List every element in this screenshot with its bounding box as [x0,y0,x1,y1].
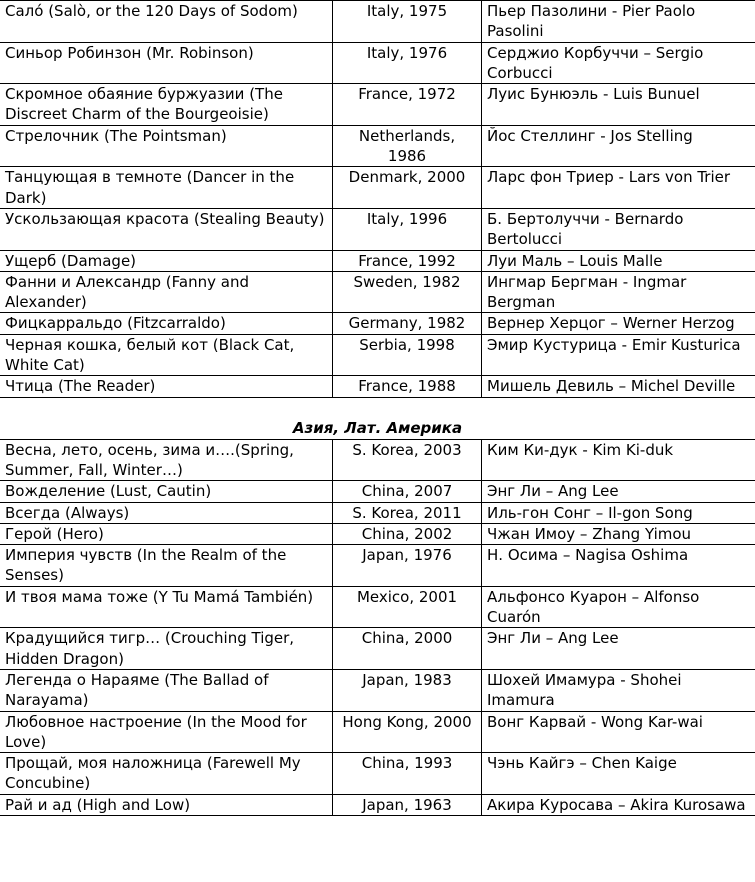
director-cell: Вонг Карвай - Wong Kar-wai [481,710,755,754]
table-row: Ускользающая красота (Stealing Beauty) It… [0,207,755,251]
table-row: Ущерб (Damage) France, 1992 Луи Маль – Lou… [0,249,755,272]
country-year-cell: Germany, 1982 [332,312,482,335]
director-cell: Ким Ки-дук - Kim Ki-duk [481,438,755,482]
country-year-cell: France, 1972 [332,83,482,126]
film-title-cell: Синьор Робинзон (Mr. Robinson) [0,41,333,85]
film-title-cell: Рай и ад (High and Low) [0,793,333,816]
europe-section: Салó (Salò, or the 120 Days of Sodom) Ita… [0,0,755,398]
table-row: Империя чувств (In the Realm of the Sens… [0,544,755,587]
table-row: Вожделение (Lust, Cautin) China, 2007 Энг … [0,480,755,503]
director-cell: Иль-гон Сонг – Il-gon Song [481,501,755,524]
film-title-cell: Империя чувств (In the Realm of the Sens… [0,544,333,587]
country-year-cell: Sweden, 1982 [332,270,482,314]
table-row: Чтица (The Reader) France, 1988 Мишель Дев… [0,375,755,398]
director-cell: Б. Бертолуччи - Bernardo Bertolucci [481,207,755,251]
director-cell: Пьер Пазолини - Pier Paolo Pasolini [481,0,755,43]
country-year-cell: Denmark, 2000 [332,166,482,209]
table-row: Герой (Hero) China, 2002 Чжан Имоу – Zhang… [0,522,755,546]
country-year-cell: Mexico, 2001 [332,585,482,629]
director-cell: Н. Осима – Nagisa Oshima [481,544,755,587]
film-title-cell: Фанни и Александр (Fanny and Alexander) [0,270,333,314]
film-title-cell: И твоя мама тоже (Y Tu Mamá También) [0,585,333,629]
film-title-cell: Черная кошка, белый кот (Black Cat, Whit… [0,333,333,377]
film-title-cell: Крадущийся тигр… (Crouching Tiger, Hidde… [0,627,333,670]
film-table: Салó (Salò, or the 120 Days of Sodom) Ita… [0,0,755,816]
film-title-cell: Стрелочник (The Pointsman) [0,124,333,168]
director-cell: Альфонсо Куарон – Alfonso Cuarón [481,585,755,629]
director-cell: Эмир Кустурица - Emir Kusturica [481,333,755,377]
director-cell: Чжан Имоу – Zhang Yimou [481,522,755,546]
film-title-cell: Фицкарральдо (Fitzcarraldo) [0,312,333,335]
film-title-cell: Прощай, моя наложница (Farewell My Concu… [0,752,333,795]
country-year-cell: Serbia, 1998 [332,333,482,377]
section-heading: Азия, Лат. Америка [0,396,755,440]
film-title-cell: Любовное настроение (In the Mood for Lov… [0,710,333,754]
country-year-cell: Italy, 1975 [332,0,482,43]
country-year-cell: Hong Kong, 2000 [332,710,482,754]
table-row: Весна, лето, осень, зима и….(Spring, Sum… [0,438,755,482]
director-cell: Йос Стеллинг - Jos Stelling [481,124,755,168]
country-year-cell: Japan, 1983 [332,668,482,712]
table-row: Любовное настроение (In the Mood for Lov… [0,710,755,754]
film-title-cell: Герой (Hero) [0,522,333,546]
country-year-cell: France, 1992 [332,249,482,272]
country-year-cell: China, 2000 [332,627,482,670]
film-title-cell: Весна, лето, осень, зима и….(Spring, Sum… [0,438,333,482]
country-year-cell: Japan, 1976 [332,544,482,587]
country-year-cell: Netherlands, 1986 [332,124,482,168]
table-row: Скромное обаяние буржуазии (The Discreet… [0,83,755,126]
table-row: Черная кошка, белый кот (Black Cat, Whit… [0,333,755,377]
asia-heading-section: Азия, Лат. Америка [0,396,755,440]
film-title-cell: Вожделение (Lust, Cautin) [0,480,333,503]
director-cell: Чэнь Кайгэ – Chen Kaige [481,752,755,795]
director-cell: Ларс фон Триер - Lars von Trier [481,166,755,209]
film-title-cell: Легенда о Нараяме (The Ballad of Narayam… [0,668,333,712]
country-year-cell: France, 1988 [332,375,482,398]
table-row: Танцующая в темноте (Dancer in the Dark)… [0,166,755,209]
director-cell: Мишель Девиль – Michel Deville [481,375,755,398]
table-row: Всегда (Always) S. Korea, 2011 Иль-гон Сон… [0,501,755,524]
country-year-cell: China, 1993 [332,752,482,795]
table-row: И твоя мама тоже (Y Tu Mamá También) Mexi… [0,585,755,629]
film-title-cell: Ускользающая красота (Stealing Beauty) [0,207,333,251]
country-year-cell: Italy, 1976 [332,41,482,85]
table-row: Крадущийся тигр… (Crouching Tiger, Hidde… [0,627,755,670]
director-cell: Энг Ли – Ang Lee [481,480,755,503]
table-row: Рай и ад (High and Low) Japan, 1963 Акира … [0,793,755,816]
table-row: Прощай, моя наложница (Farewell My Concu… [0,752,755,795]
director-cell: Луис Бунюэль - Luis Bunuel [481,83,755,126]
country-year-cell: China, 2007 [332,480,482,503]
director-cell: Энг Ли – Ang Lee [481,627,755,670]
table-row: Салó (Salò, or the 120 Days of Sodom) Ita… [0,0,755,43]
country-year-cell: S. Korea, 2003 [332,438,482,482]
film-title-cell: Салó (Salò, or the 120 Days of Sodom) [0,0,333,43]
film-title-cell: Чтица (The Reader) [0,375,333,398]
table-row: Легенда о Нараяме (The Ballad of Narayam… [0,668,755,712]
table-row: Синьор Робинзон (Mr. Robinson) Italy, 197… [0,41,755,85]
country-year-cell: S. Korea, 2011 [332,501,482,524]
director-cell: Ингмар Бергман - Ingmar Bergman [481,270,755,314]
director-cell: Луи Маль – Louis Malle [481,249,755,272]
table-row: Фицкарральдо (Fitzcarraldo) Germany, 1982… [0,312,755,335]
director-cell: Шохей Имамура - Shohei Imamura [481,668,755,712]
director-cell: Акира Куросава – Akira Kurosawa [481,793,755,816]
country-year-cell: Japan, 1963 [332,793,482,816]
section-heading-row: Азия, Лат. Америка [0,396,755,440]
asia-section: Весна, лето, осень, зима и….(Spring, Sum… [0,438,755,816]
film-title-cell: Танцующая в темноте (Dancer in the Dark) [0,166,333,209]
country-year-cell: Italy, 1996 [332,207,482,251]
director-cell: Вернер Херцог – Werner Herzog [481,312,755,335]
film-title-cell: Скромное обаяние буржуазии (The Discreet… [0,83,333,126]
film-title-cell: Всегда (Always) [0,501,333,524]
director-cell: Серджио Корбуччи – Sergio Corbucci [481,41,755,85]
film-title-cell: Ущерб (Damage) [0,249,333,272]
table-row: Стрелочник (The Pointsman) Netherlands, 1… [0,124,755,168]
table-row: Фанни и Александр (Fanny and Alexander) S… [0,270,755,314]
country-year-cell: China, 2002 [332,522,482,546]
